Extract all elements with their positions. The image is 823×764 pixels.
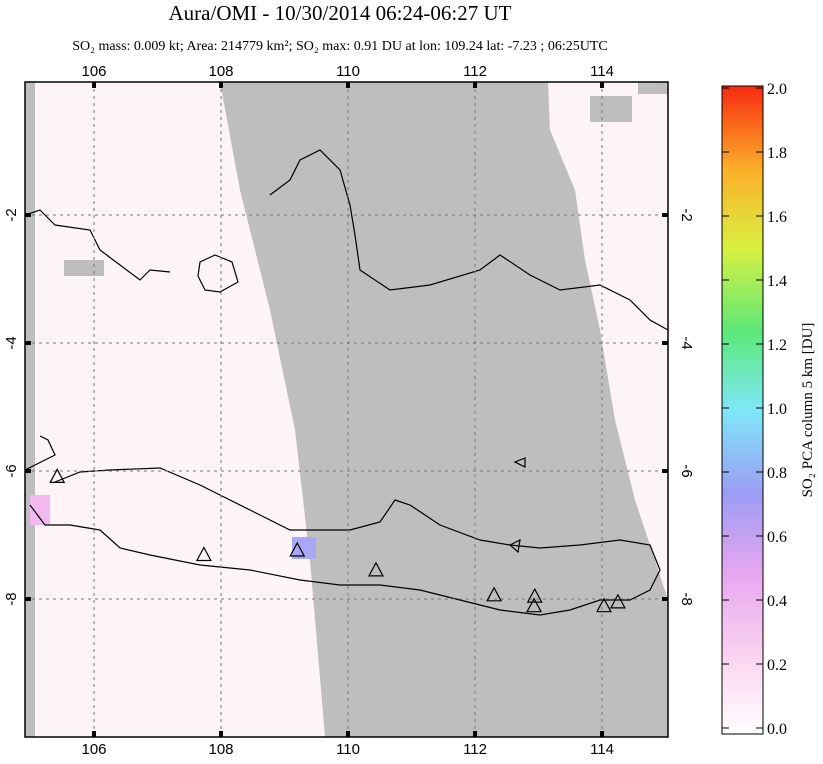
colorbar-tick-label: 1.4 — [767, 273, 787, 290]
y-tick-label: -8 — [678, 592, 695, 605]
colorbar-label: SO₂ PCA column 5 km [DU] — [800, 323, 816, 498]
plume — [292, 537, 316, 559]
colorbar-tick-label: 1.6 — [767, 209, 787, 226]
x-tick-label: 110 — [336, 63, 360, 80]
colorbar-tick-label: 0.2 — [767, 657, 787, 674]
colorbar-tick-label: 1.0 — [767, 401, 787, 418]
swath — [220, 82, 668, 737]
x-tick-label: 114 — [590, 63, 614, 80]
map-frame — [24, 81, 669, 738]
plume — [30, 495, 50, 525]
colorbar — [721, 85, 764, 735]
x-tick-label: 106 — [82, 63, 107, 80]
volcano — [526, 597, 543, 613]
y-tick-label: -2 — [678, 208, 695, 221]
colorbar-tick-label: 2.0 — [767, 81, 787, 98]
y-tick-label: -8 — [3, 592, 20, 605]
colorbar-tick-label: 1.2 — [767, 337, 787, 354]
x-tick-label: 114 — [590, 741, 614, 758]
x-tick-label: 108 — [209, 63, 234, 80]
colorbar-tick-label: 1.8 — [767, 145, 787, 162]
volcano — [49, 468, 66, 484]
volcano — [367, 561, 384, 577]
colorbar-tick-label: 0.8 — [767, 465, 787, 482]
colorbar-tick-label: 0.6 — [767, 529, 787, 546]
colorbar-tick-label: 0.4 — [767, 593, 787, 610]
x-tick-label: 108 — [209, 741, 234, 758]
volcano — [486, 586, 503, 602]
y-tick-label: -2 — [3, 208, 20, 221]
y-tick-label: -4 — [678, 336, 695, 349]
volcano — [289, 541, 306, 557]
x-tick-label: 106 — [82, 741, 107, 758]
volcano — [195, 546, 212, 562]
grid — [25, 82, 668, 737]
y-tick-label: -6 — [678, 464, 695, 477]
gap — [638, 82, 668, 94]
coastlines — [25, 149, 668, 616]
x-tick-label: 112 — [463, 741, 487, 758]
gap — [590, 96, 632, 122]
subtitle: SO₂ mass: 0.009 kt; Area: 214779 km²; SO… — [72, 39, 607, 54]
x-tick-label: 112 — [463, 63, 487, 80]
y-tick-label: -4 — [3, 336, 20, 349]
map-area — [25, 82, 668, 737]
volcano — [595, 597, 612, 613]
colorbar-tick-label: 0.0 — [767, 721, 787, 738]
x-tick-label: 110 — [336, 741, 360, 758]
volcano — [609, 593, 626, 609]
gap — [64, 260, 104, 276]
volcano — [526, 587, 543, 603]
gap — [25, 82, 35, 737]
title: Aura/OMI - 10/30/2014 06:24-06:27 UT — [169, 1, 512, 25]
y-tick-label: -6 — [3, 464, 20, 477]
